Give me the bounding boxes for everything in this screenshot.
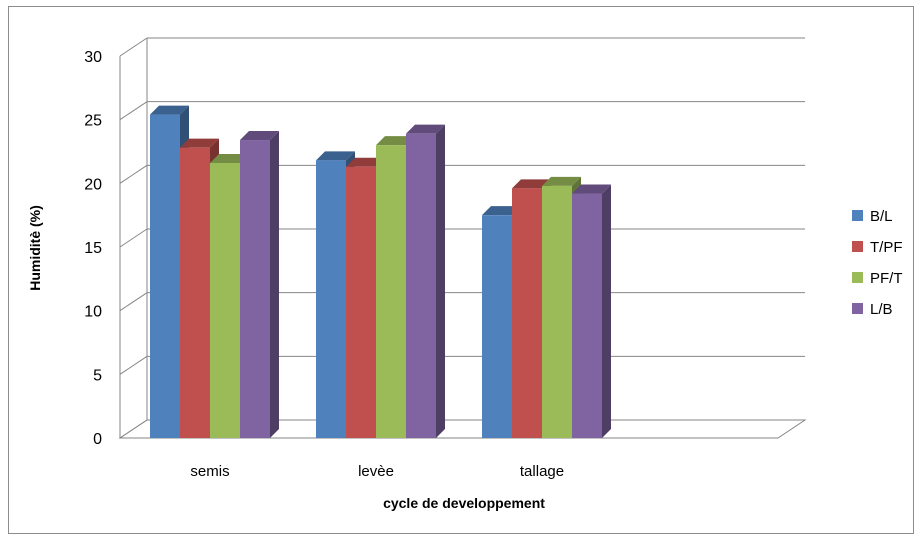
bar-top	[482, 206, 521, 216]
bar-top	[180, 138, 219, 148]
bar-top	[240, 131, 279, 141]
legend-label: PF/T	[870, 270, 903, 287]
gridline-side	[119, 419, 148, 439]
bar-front	[346, 166, 376, 438]
y-tick-label: 15	[84, 240, 102, 257]
y-tick-labels: 0 5 10 15 20 25 30	[84, 49, 102, 448]
bar-front	[376, 145, 406, 438]
gridline-side	[119, 164, 148, 184]
bar-side	[436, 124, 445, 438]
x-category-label: tallage	[520, 463, 564, 480]
bar-front	[542, 185, 572, 438]
bar	[572, 184, 611, 438]
x-category-labels: semis levèe tallage	[190, 463, 564, 480]
y-tick-label: 5	[93, 367, 102, 384]
x-category-label: semis	[190, 463, 229, 480]
bar-front	[406, 133, 436, 438]
bar	[406, 124, 445, 438]
legend-swatch	[852, 303, 863, 314]
y-tick-label: 20	[84, 176, 102, 193]
y-tick-label: 30	[84, 49, 102, 66]
legend-swatch	[852, 210, 863, 221]
x-axis-title: cycle de developpement	[383, 495, 545, 511]
legend: B/L T/PF PF/T L/B	[852, 208, 903, 318]
bar-side	[270, 131, 279, 439]
bar-front	[150, 114, 180, 438]
y-tick-label: 0	[93, 431, 102, 448]
y-axis-title: Humiditè (%)	[27, 205, 43, 291]
legend-label: B/L	[870, 208, 893, 225]
legend-swatch	[852, 272, 863, 283]
y-tick-label: 25	[84, 113, 102, 130]
bar-front	[572, 193, 602, 438]
legend-swatch	[852, 241, 863, 252]
bar-top	[210, 153, 249, 163]
bars-layer	[150, 105, 611, 439]
bar-top	[316, 151, 355, 161]
bar-top	[572, 184, 611, 194]
legend-label: L/B	[870, 301, 893, 318]
gridline-side	[119, 101, 148, 121]
bar-front	[482, 215, 512, 438]
x-category-label: levèe	[358, 463, 394, 480]
bar	[240, 131, 279, 439]
gridline-side	[119, 292, 148, 312]
gridline-side	[119, 228, 148, 248]
bar-front	[316, 160, 346, 438]
bar-front	[512, 188, 542, 438]
bar-top	[346, 157, 385, 167]
gridline-side	[119, 355, 148, 375]
bar-top	[512, 179, 551, 189]
bar-front	[210, 162, 240, 438]
bar-top	[150, 105, 189, 115]
bar-front	[240, 140, 270, 439]
legend-label: T/PF	[870, 239, 903, 256]
bar-top	[406, 124, 445, 134]
bar-side	[602, 184, 611, 438]
bar-top	[376, 136, 415, 146]
y-tick-label: 10	[84, 304, 102, 321]
gridline-side	[119, 37, 148, 57]
bar-front	[180, 147, 210, 438]
bar-top	[542, 176, 581, 186]
